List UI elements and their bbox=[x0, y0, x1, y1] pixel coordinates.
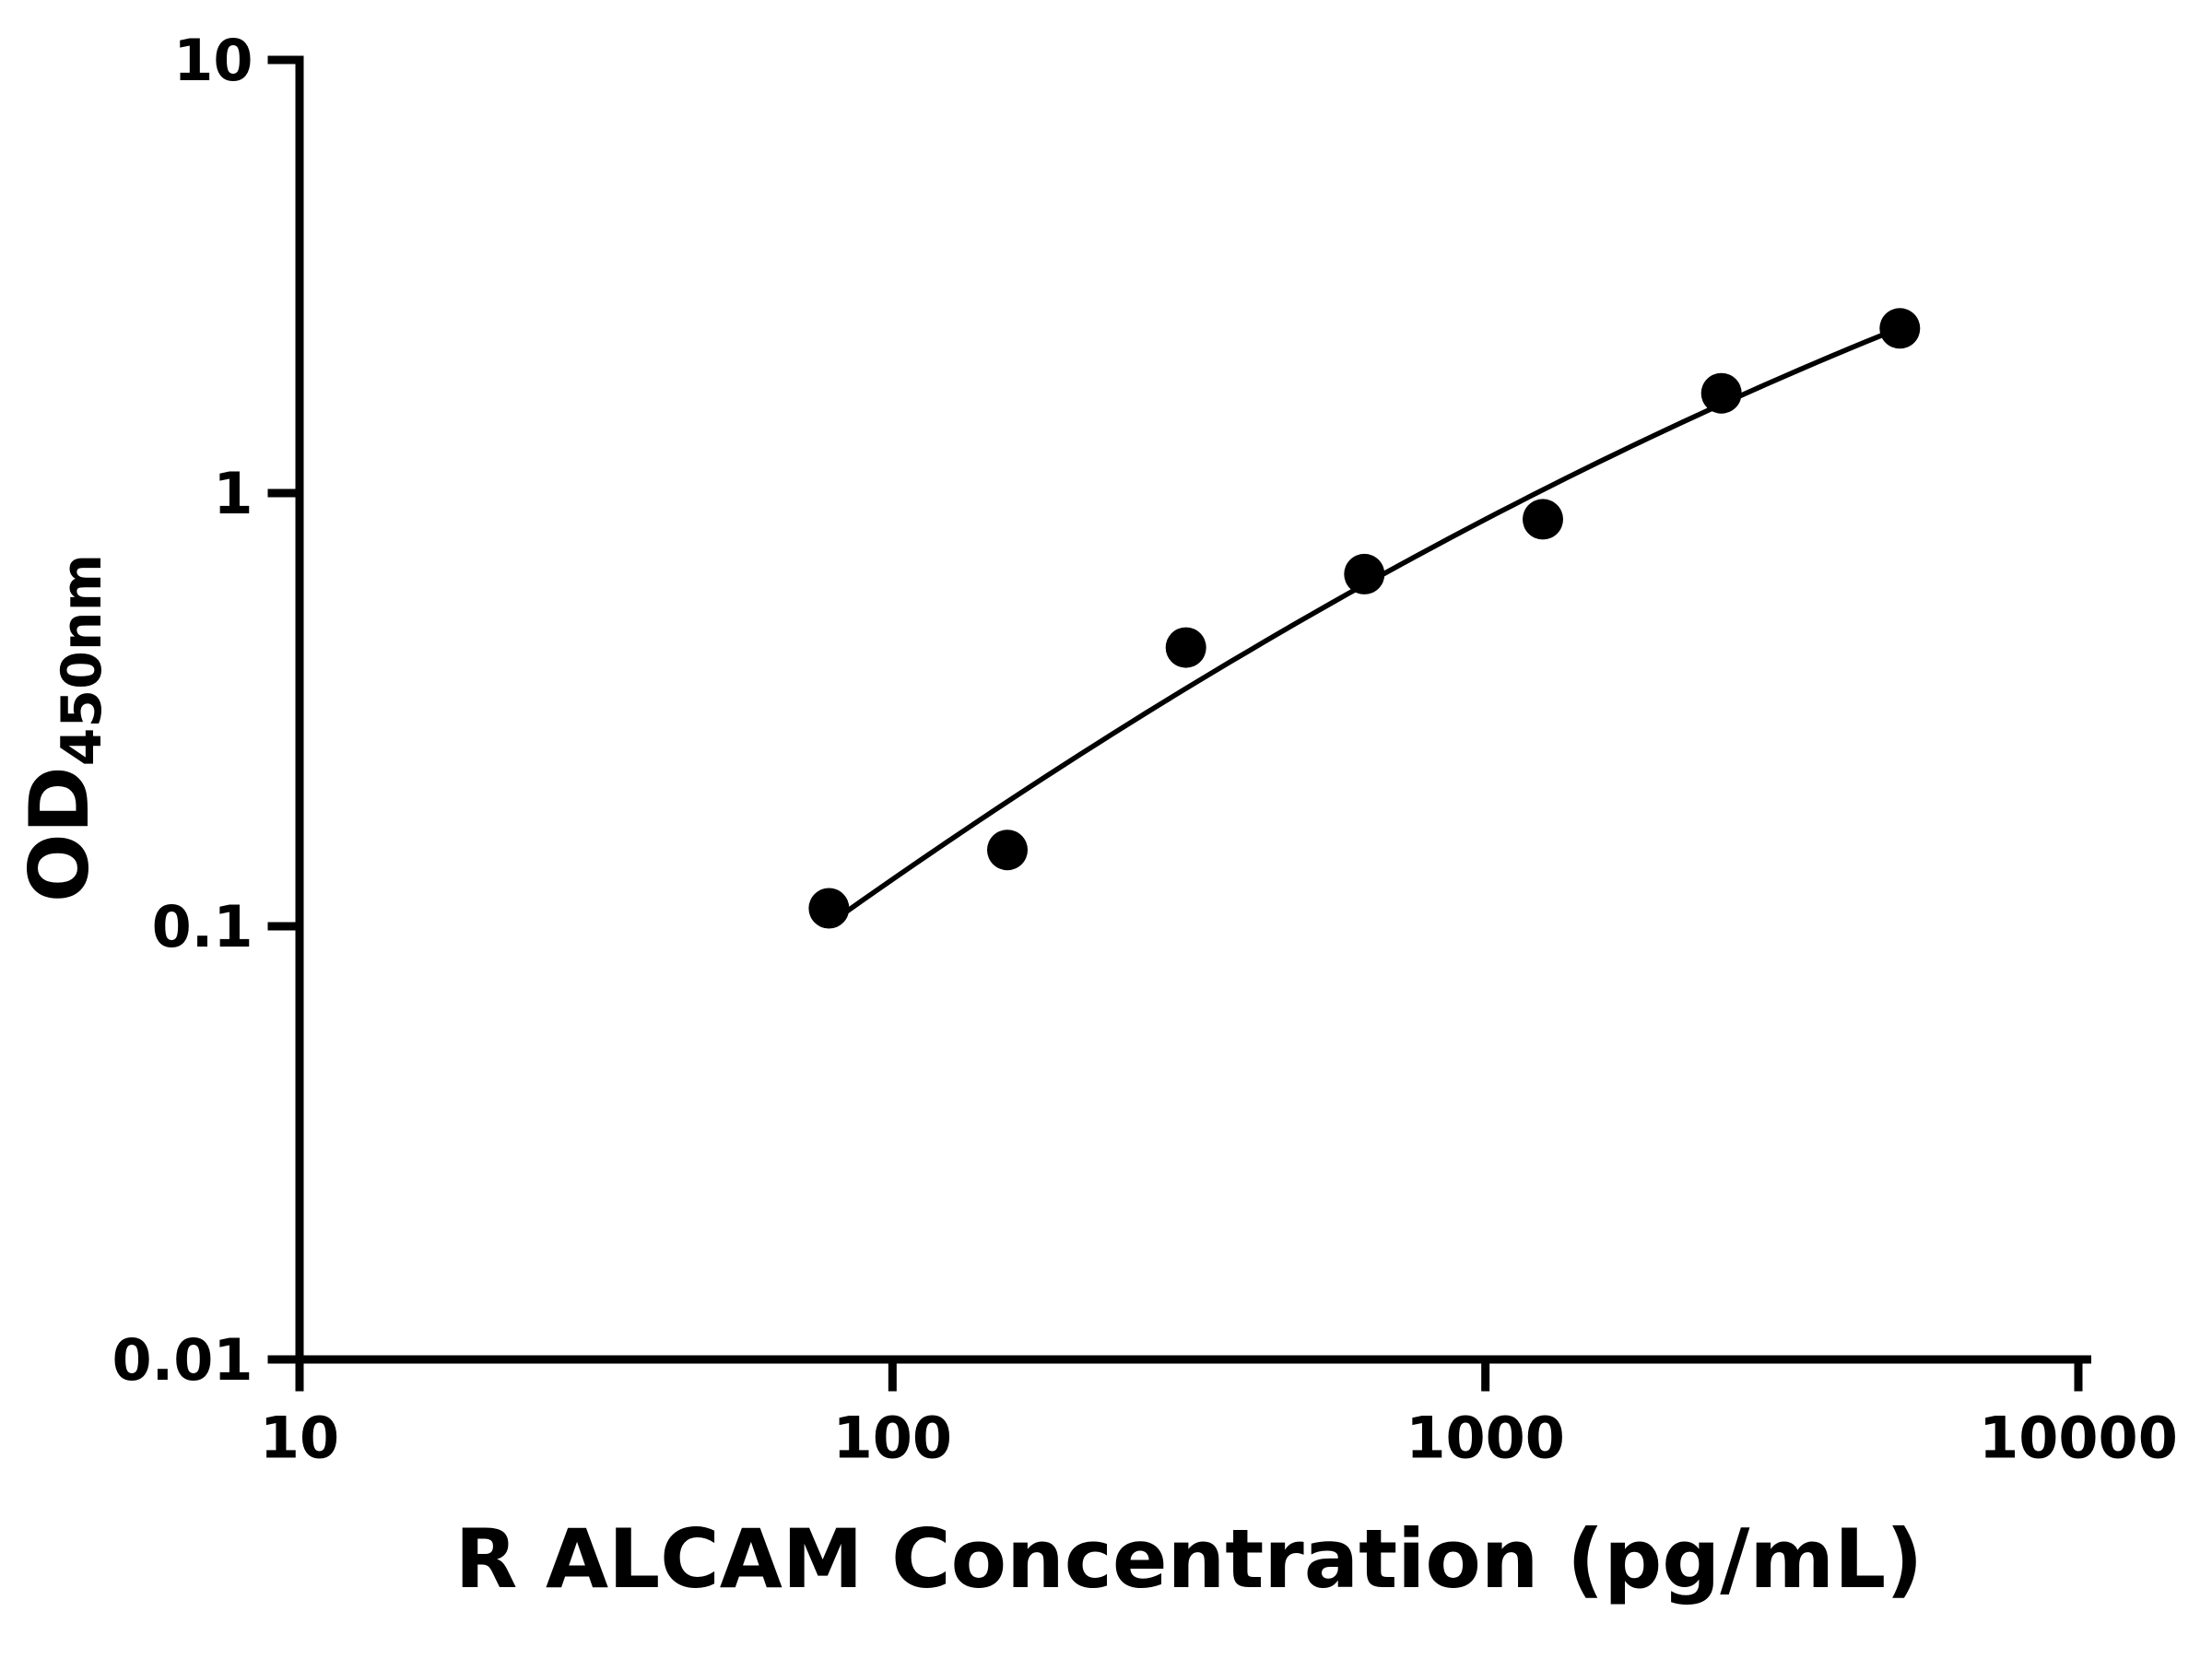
y-tick-label: 0.01 bbox=[112, 1326, 253, 1394]
data-point bbox=[1344, 553, 1385, 594]
axes-layer: 10 100 1000 10000 0.01 0.1 1 10 bbox=[112, 27, 2178, 1472]
y-tick-label: 0.1 bbox=[152, 893, 253, 960]
x-axis-title: R ALCAM Concentration (pg/mL) bbox=[455, 1512, 1924, 1606]
y-axis-title-subscript: 450nm bbox=[50, 554, 114, 766]
data-point bbox=[1523, 499, 1563, 540]
data-point bbox=[1700, 372, 1742, 414]
x-tick-label: 100 bbox=[833, 1405, 952, 1472]
data-point bbox=[1879, 308, 1921, 349]
x-tick-label: 10000 bbox=[1979, 1405, 2178, 1472]
y-tick-label: 10 bbox=[173, 27, 253, 94]
y-axis-title-main: OD bbox=[12, 766, 107, 902]
data-point bbox=[987, 830, 1028, 871]
data-point bbox=[808, 888, 850, 929]
series-layer bbox=[808, 308, 1921, 929]
y-tick-label: 1 bbox=[213, 460, 253, 527]
fit-curve bbox=[827, 325, 1901, 926]
data-point bbox=[1165, 627, 1206, 668]
y-axis-title: OD450nm bbox=[12, 554, 114, 902]
x-tick-label: 1000 bbox=[1406, 1405, 1565, 1472]
x-tick-label: 10 bbox=[260, 1405, 339, 1472]
